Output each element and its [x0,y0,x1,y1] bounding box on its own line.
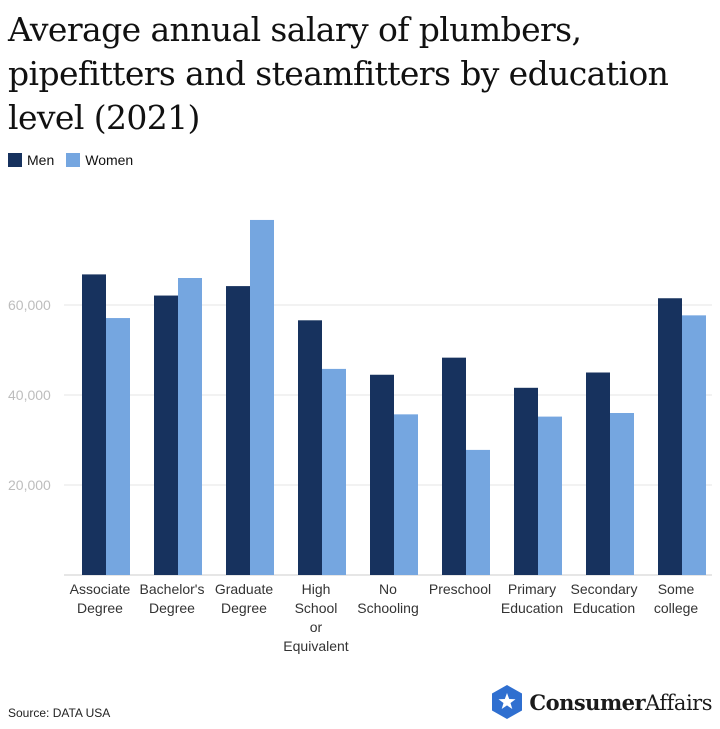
bar-men [226,286,250,575]
x-tick-label: High School or Equivalent [283,581,348,654]
bar-men [442,357,466,575]
bar-men [82,274,106,575]
legend-item-men: Men [8,152,54,168]
chart-title: Average annual salary of plumbers, pipef… [8,10,669,137]
bar-men [658,298,682,575]
x-tick-label: Preschool [429,581,491,597]
bar-women [466,449,490,575]
y-tick-label: 20,000 [8,477,51,493]
brand-logo: ConsumerAffairs [491,684,712,720]
legend-label-women: Women [85,152,134,168]
star-hexagon-icon [492,685,523,719]
legend-swatch-men [8,153,22,167]
brand-name: ConsumerAffairs [529,690,712,715]
x-tick-label: Some college [654,581,699,616]
bar-men [154,295,178,575]
x-tick-label: Primary Education [501,581,563,616]
bar-men [298,320,322,575]
legend-label-men: Men [27,152,55,168]
y-tick-label: 60,000 [8,297,51,313]
x-tick-label: Bachelor's Degree [140,581,205,616]
x-tick-label: Secondary Education [571,581,638,616]
bar-women [394,414,418,575]
brand-name-bold: Consumer [529,689,646,715]
x-tick-label: No Schooling [357,581,419,616]
bar-women [106,318,130,575]
bar-men [370,374,394,575]
legend-item-women: Women [66,152,133,168]
bar-men [514,387,538,575]
bar-women [682,315,706,575]
x-tick-label: Graduate Degree [215,581,274,616]
y-tick-label: 40,000 [8,387,51,403]
source-note: Source: DATA USA [8,706,111,720]
bar-women [178,278,202,575]
bar-men [586,372,610,575]
bar-women [250,219,274,575]
bar-women [610,413,634,575]
brand-name-regular: Affairs [645,690,712,715]
legend-swatch-women [66,153,81,167]
x-tick-label: Associate Degree [70,581,131,616]
bar-women [538,416,562,575]
legend: Men Women [8,152,145,168]
bar-women [322,368,346,575]
